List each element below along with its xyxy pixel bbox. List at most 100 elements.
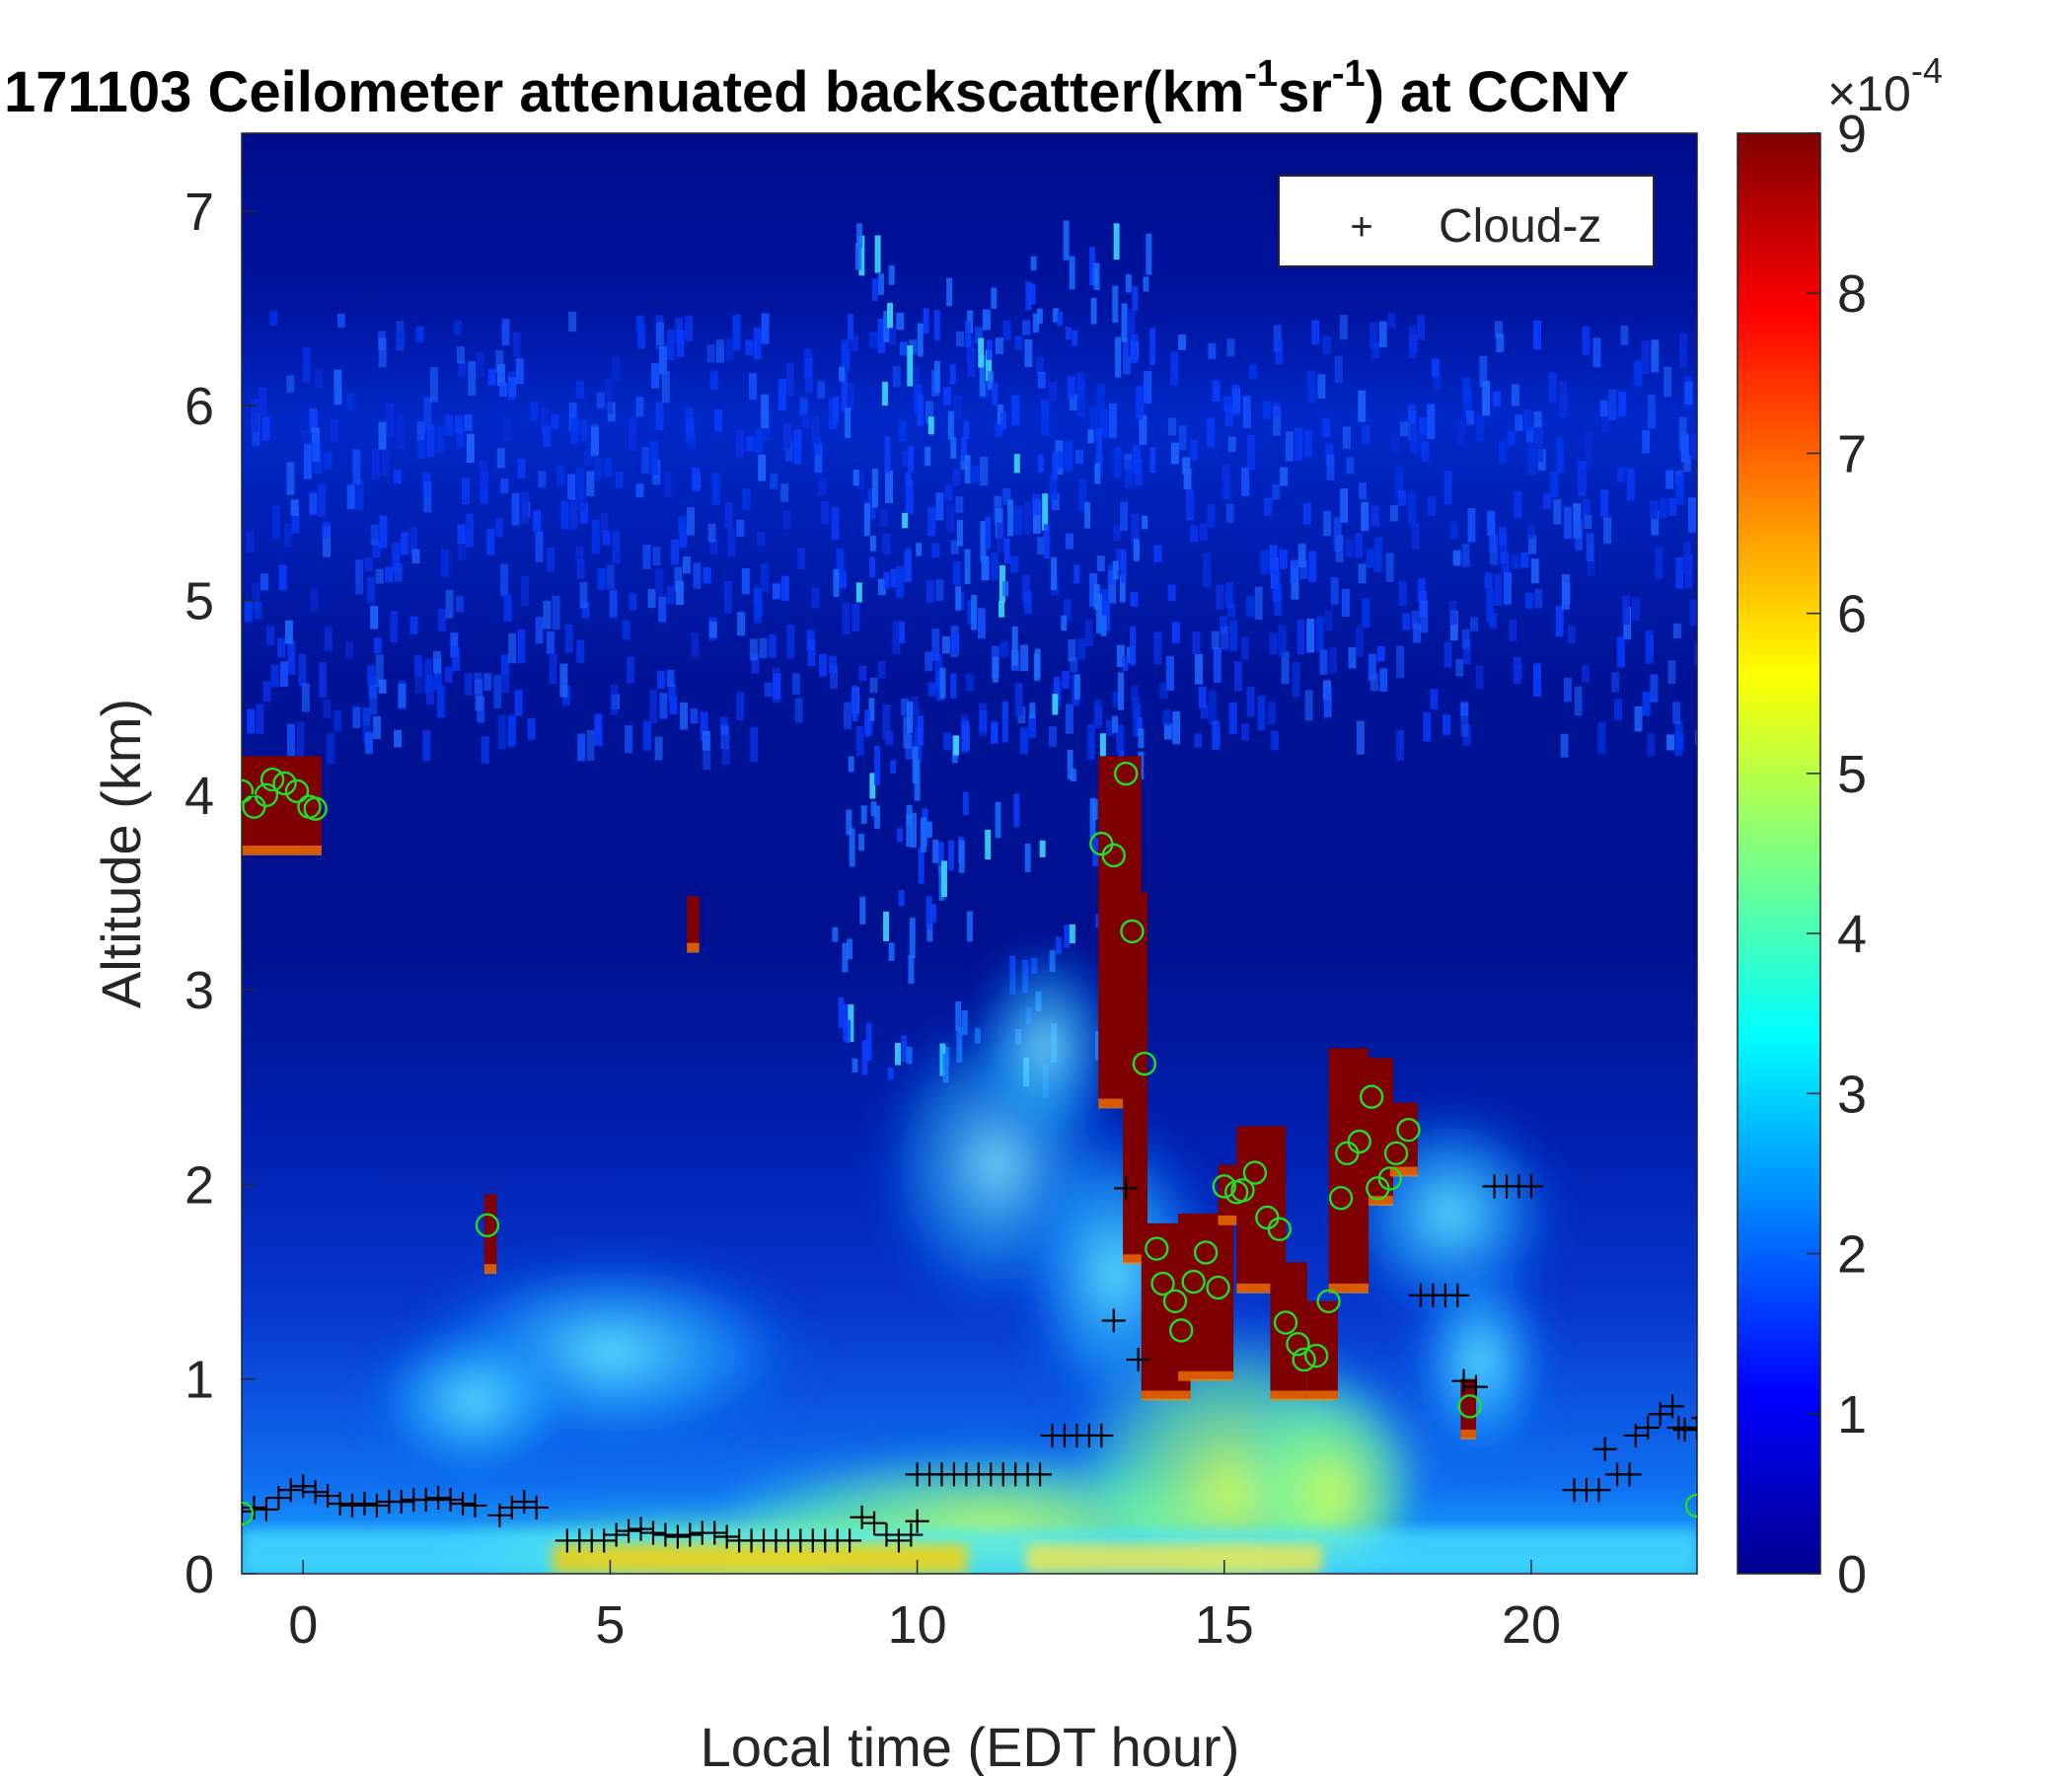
cloud-z-marker	[316, 1484, 340, 1509]
streak-cell	[848, 1004, 854, 1042]
cloud-z-marker	[426, 1486, 451, 1511]
colorbar-tick-label: 2	[1837, 1225, 1867, 1285]
speckle-cell	[1376, 645, 1385, 662]
speckle-cell	[1014, 335, 1023, 350]
speckle-cell	[1479, 355, 1488, 388]
speckle-cell	[1223, 396, 1232, 411]
speckle-cell	[279, 661, 288, 688]
speckle-cell	[727, 527, 736, 556]
speckle-cell	[735, 429, 744, 458]
saturated-cloud	[1270, 1262, 1307, 1399]
x-tick-label: 0	[288, 1595, 318, 1655]
speckle-cell	[1427, 404, 1436, 440]
speckle-cell	[981, 555, 990, 581]
speckle-cell	[678, 516, 687, 533]
saturated-cloud	[1328, 1048, 1369, 1292]
saturated-cloud-layer	[242, 756, 1476, 1440]
streak-cell	[1037, 454, 1044, 473]
speckle-cell	[1221, 463, 1230, 482]
streak-cell	[955, 586, 962, 611]
speckle-cell	[605, 378, 614, 414]
speckle-cell	[487, 368, 496, 386]
speckle-cell	[1346, 457, 1355, 475]
speckle-cell	[782, 422, 791, 449]
speckle-cell	[951, 632, 960, 654]
speckle-cell	[296, 721, 305, 757]
speckle-cell	[1183, 468, 1192, 489]
speckle-cell	[1269, 632, 1278, 655]
speckle-cell	[783, 509, 792, 530]
cloud-z-marker	[438, 1488, 463, 1513]
streak-cell	[865, 1022, 872, 1062]
speckle-cell	[1267, 702, 1276, 724]
speckle-cell	[414, 662, 423, 694]
speckle-cell	[910, 696, 919, 715]
speckle-cell	[1515, 414, 1523, 432]
cloud-z-marker	[1028, 1462, 1053, 1487]
y-tick-label: 7	[185, 183, 214, 242]
streak-cell	[917, 323, 924, 357]
speckle-cell	[1370, 673, 1379, 692]
speckle-cell	[254, 602, 262, 620]
speckle-cell	[535, 531, 544, 562]
speckle-cell	[1398, 490, 1407, 506]
speckle-cell	[1618, 391, 1627, 417]
cloud-z-marker	[303, 1480, 328, 1505]
speckle-cell	[742, 487, 751, 510]
speckle-cell	[346, 484, 355, 510]
speckle-cell	[1281, 651, 1290, 685]
speckle-cell	[751, 652, 760, 674]
streak-cell	[874, 745, 881, 785]
speckle-cell	[417, 425, 426, 460]
speckle-cell	[693, 562, 702, 589]
speckle-cell	[373, 637, 382, 654]
streak-cell	[898, 890, 905, 907]
speckle-cell	[655, 568, 664, 596]
speckle-cell	[570, 417, 579, 444]
speckle-cell	[1198, 687, 1207, 708]
streak-cell	[920, 817, 926, 852]
speckle-cell	[684, 315, 693, 342]
speckle-cell	[1049, 474, 1058, 501]
cloud-z-marker	[242, 1495, 266, 1519]
streak-cell	[1089, 247, 1096, 286]
cloud-z-marker	[487, 1503, 512, 1527]
streak-cell	[1117, 672, 1124, 710]
cloud-circle-marker	[303, 796, 328, 821]
cloud-circle-marker	[1169, 1318, 1194, 1343]
cloud-z-marker	[524, 1495, 549, 1519]
speckle-cell	[1559, 381, 1568, 417]
streak-cell	[883, 311, 890, 342]
cloud-circle-marker	[1242, 1160, 1268, 1185]
speckle-cell	[961, 719, 970, 753]
speckle-cell	[629, 593, 637, 611]
speckle-cell	[314, 368, 323, 390]
speckle-cell	[375, 568, 384, 584]
speckle-cell	[642, 544, 651, 570]
speckle-cell	[927, 507, 936, 537]
speckle-cell	[1262, 401, 1271, 420]
cloud-z-marker	[254, 1497, 278, 1521]
streak-cell	[1042, 493, 1049, 531]
speckle-cell	[1385, 553, 1394, 582]
speckle-cell	[1493, 391, 1502, 407]
speckle-cell	[508, 632, 517, 664]
speckle-cell	[1290, 559, 1298, 582]
streak-cell	[888, 942, 895, 961]
speckle-cell	[1460, 703, 1469, 737]
cloud-z-marker	[838, 1528, 862, 1553]
speckle-cell	[715, 339, 724, 363]
cloud-base-edge	[1178, 1370, 1234, 1381]
streak-cell	[884, 436, 891, 474]
speckle-cell	[586, 471, 595, 496]
cloud-z-marker	[862, 1511, 887, 1535]
cloud-z-marker	[665, 1524, 690, 1549]
streak-cell	[950, 673, 957, 699]
streak-cell	[882, 381, 889, 407]
speckle-cell	[1116, 644, 1125, 667]
streak-cell	[906, 814, 913, 848]
speckle-cell	[656, 670, 665, 690]
speckle-cell	[877, 661, 886, 679]
speckle-cell	[1358, 390, 1367, 422]
speckle-cell	[791, 673, 800, 695]
